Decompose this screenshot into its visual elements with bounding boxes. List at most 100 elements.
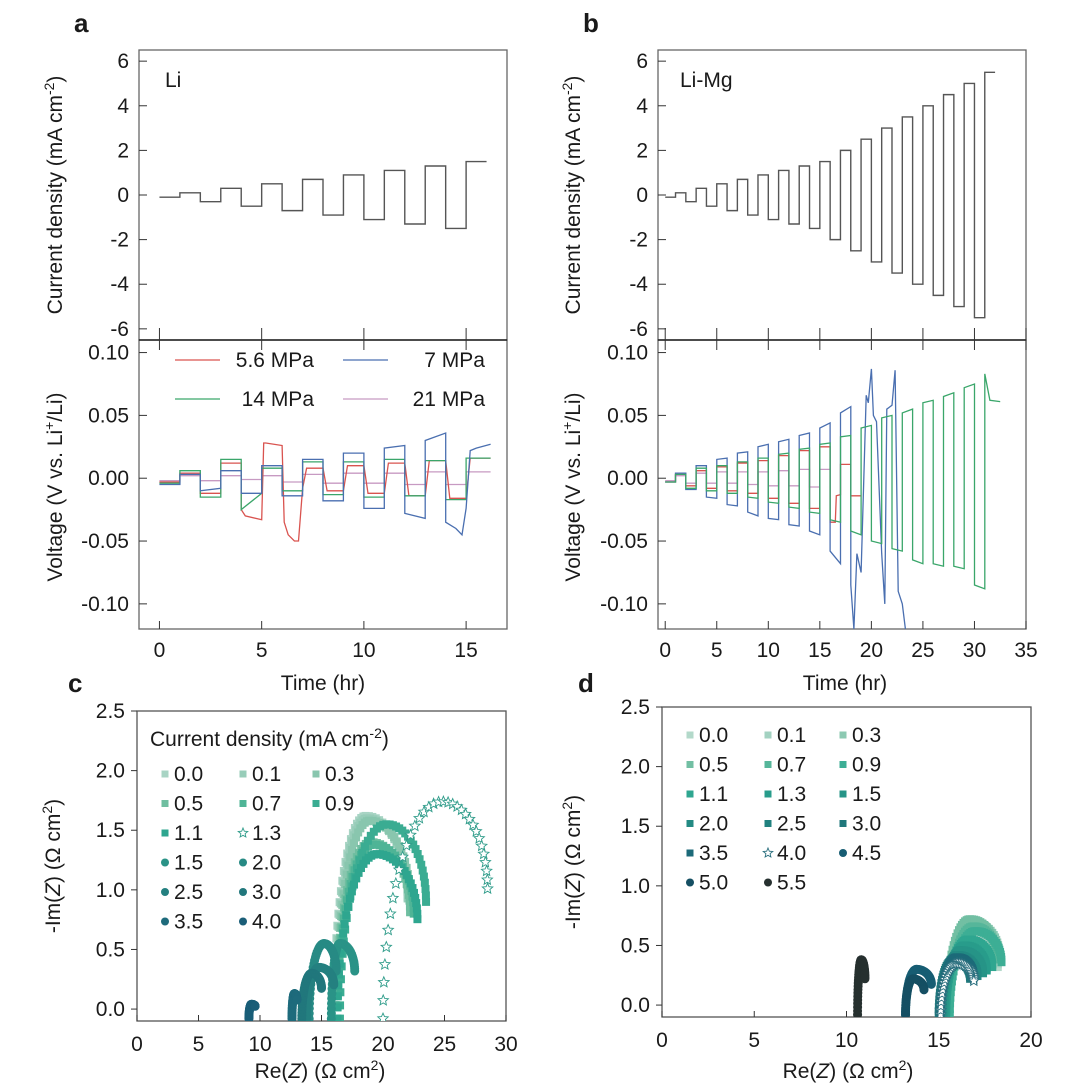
legend-label: 5.5 xyxy=(777,872,806,895)
data-point xyxy=(333,992,342,1001)
y-tick-label: 0.5 xyxy=(621,934,650,957)
legend-marker xyxy=(686,849,694,857)
legend-label: 21 MPa xyxy=(413,388,486,411)
y-axis-label-part: -Im( xyxy=(42,896,65,933)
data-point xyxy=(317,983,326,993)
data-point xyxy=(408,884,417,893)
y-axis-label-part: ) xyxy=(42,799,65,806)
legend-label: 1.5 xyxy=(174,852,203,875)
data-point xyxy=(386,891,400,904)
legend-label: 0.0 xyxy=(699,724,728,747)
legend-title-part: ) xyxy=(382,728,389,751)
y-tick-label: 4 xyxy=(636,95,648,118)
legend-label: 1.3 xyxy=(252,822,281,845)
legend-label: 1.3 xyxy=(777,783,806,806)
legend-marker xyxy=(161,770,169,778)
voltage-series-5-6-mpa xyxy=(159,442,491,542)
data-point xyxy=(406,836,415,845)
y-tick-label: -0.10 xyxy=(600,593,648,616)
data-point xyxy=(413,915,422,924)
legend-label: 5.6 MPa xyxy=(236,349,315,372)
current-waveform xyxy=(159,160,487,230)
y-tick-label: -4 xyxy=(110,273,129,296)
legend-label: 3.5 xyxy=(174,911,203,934)
y-tick-label: 2.5 xyxy=(621,696,650,719)
data-point xyxy=(997,958,1006,967)
y-tick-label: -6 xyxy=(629,318,648,341)
data-point xyxy=(360,842,369,851)
y-tick-label: 0.00 xyxy=(607,467,648,490)
y-tick-label: 1.5 xyxy=(621,815,650,838)
data-point xyxy=(376,1011,390,1021)
y-axis-label-current-part: -2 xyxy=(559,82,575,95)
y-axis-label-voltage-part: Voltage (V vs. Li xyxy=(562,430,585,582)
data-point xyxy=(402,870,411,879)
y-axis-label-voltage-part: /Li) xyxy=(562,392,585,421)
legend-marker xyxy=(161,917,169,926)
legend-label: 1.1 xyxy=(699,783,728,806)
data-point xyxy=(345,894,354,903)
data-point xyxy=(342,911,351,920)
series-5-0 xyxy=(901,974,929,1017)
x-tick-label: 10 xyxy=(352,639,375,662)
y-axis-label-part: Z xyxy=(42,882,65,897)
x-axis-label: Re(Z) (Ω cm2) xyxy=(255,1057,386,1083)
material-annotation: Li-Mg xyxy=(680,69,733,92)
x-axis-label-part: Re( xyxy=(255,1060,289,1083)
x-tick-label: 30 xyxy=(494,1033,517,1056)
legend-label: 0.0 xyxy=(174,763,203,786)
data-point xyxy=(480,873,494,886)
x-axis-label-part: 2 xyxy=(371,1057,379,1073)
legend-label: 2.0 xyxy=(252,852,281,875)
data-point xyxy=(347,887,356,896)
y-tick-label: 1.0 xyxy=(621,875,650,898)
legend-marker xyxy=(686,761,694,768)
x-tick-label: 25 xyxy=(433,1033,456,1056)
data-points xyxy=(853,915,1006,1017)
y-axis-label-part: 2 xyxy=(559,802,575,810)
x-tick-label: 15 xyxy=(927,1029,950,1052)
y-axis-label-voltage: Voltage (V vs. Li+/Li) xyxy=(41,392,67,581)
y-tick-label: 2.0 xyxy=(621,756,650,779)
legend-marker xyxy=(686,790,694,798)
y-tick-label: -2 xyxy=(629,229,648,252)
x-tick-label: 20 xyxy=(1019,1029,1042,1052)
data-point xyxy=(354,828,363,837)
y-tick-label: 1.0 xyxy=(96,879,125,902)
panel-label-b: b xyxy=(583,8,599,38)
data-point xyxy=(422,897,431,906)
y-axis-label-current-part: ) xyxy=(44,76,67,83)
legend-label: 14 MPa xyxy=(242,388,315,411)
legend-marker xyxy=(239,888,247,896)
series-3-0 xyxy=(297,968,326,1021)
y-tick-label: 0.5 xyxy=(96,938,125,961)
data-point xyxy=(420,878,429,887)
y-tick-label: 6 xyxy=(636,50,648,73)
legend-label: 0.3 xyxy=(852,724,881,747)
y-axis-label-part: ) (Ω cm xyxy=(42,814,65,883)
legend-label: 4.0 xyxy=(252,911,281,934)
voltage-series-7-mpa xyxy=(159,432,491,537)
y-tick-label: 0.0 xyxy=(96,998,125,1021)
panel-a: 6 4 2 0 -2 -4 -60.10 0.05 0.00 -0.05 -0.10 0 5 10 15 Ti… xyxy=(41,49,508,695)
data-point xyxy=(381,923,395,936)
x-tick-label: 15 xyxy=(454,639,477,662)
data-point xyxy=(342,870,351,879)
data-point xyxy=(329,980,339,990)
legend-marker xyxy=(839,790,847,798)
series-4-0 xyxy=(244,999,260,1021)
data-point xyxy=(404,875,413,884)
plot-frame-voltage xyxy=(657,339,1027,630)
y-axis-label-voltage: Voltage (V vs. Li+/Li) xyxy=(559,392,585,581)
legend-label: 0.3 xyxy=(325,763,354,786)
data-point xyxy=(421,891,430,900)
x-tick-label: 10 xyxy=(757,639,780,662)
data-point xyxy=(477,847,491,860)
legend-label: 1.1 xyxy=(174,822,203,845)
data-point xyxy=(404,828,417,841)
data-point xyxy=(409,888,418,897)
legend-marker xyxy=(764,878,772,887)
data-point xyxy=(352,874,361,883)
